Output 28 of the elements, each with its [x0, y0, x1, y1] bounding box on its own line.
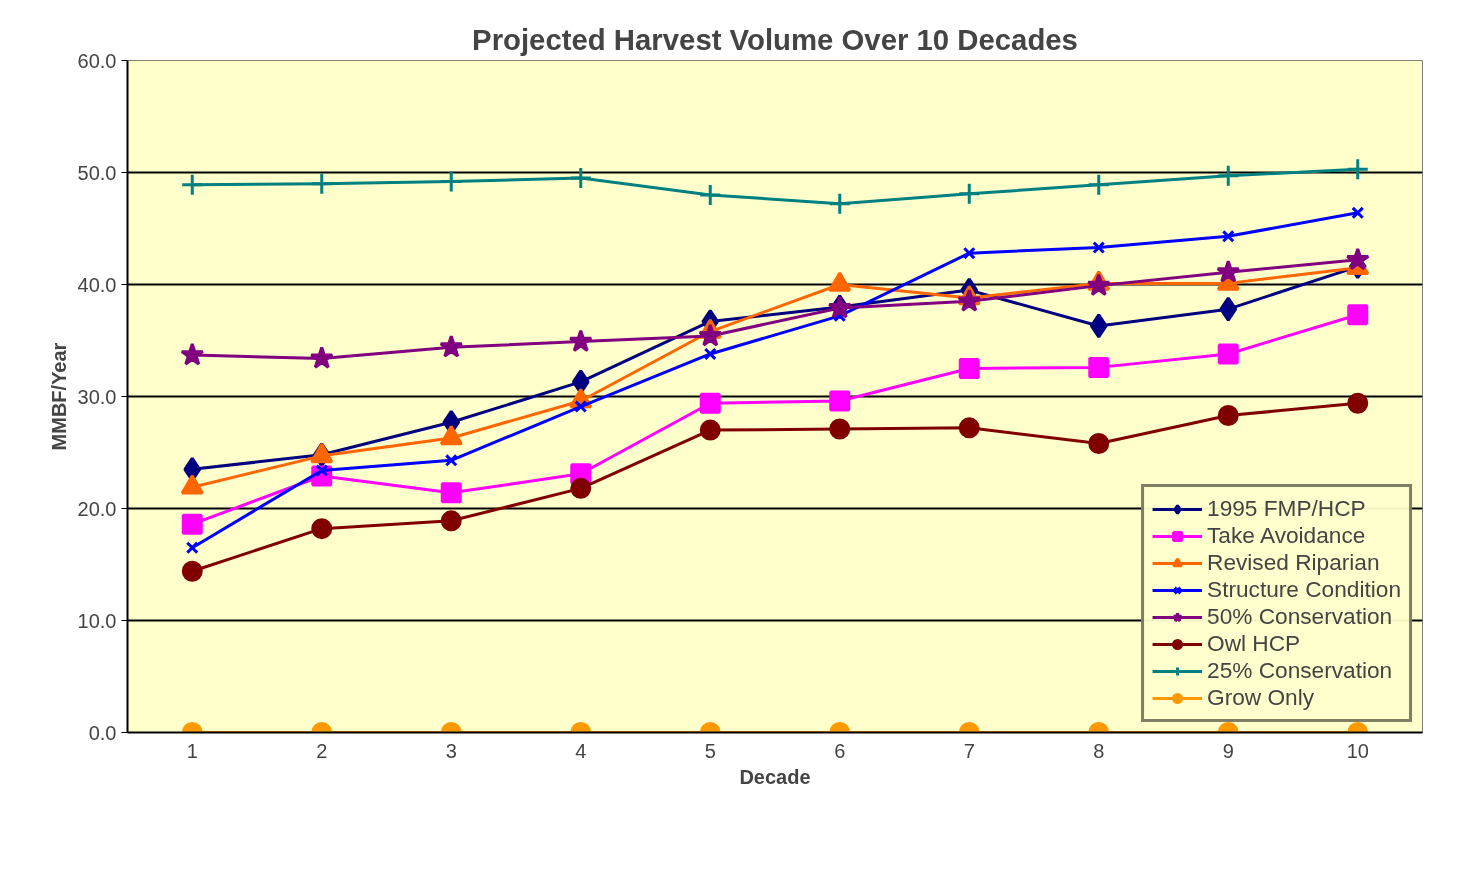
legend-label: Owl HCP	[1207, 630, 1301, 657]
x-tick-label: 5	[704, 739, 716, 762]
x-tick-label: 6	[834, 739, 846, 762]
y-tick-label: 10.0	[77, 609, 117, 632]
legend-label: 1995 FMP/HCP	[1207, 495, 1366, 522]
legend-label: Structure Condition	[1207, 576, 1401, 603]
chart-title: Projected Harvest Volume Over 10 Decades	[472, 22, 1078, 56]
x-tick-label: 4	[575, 739, 587, 762]
legend-label: 25% Conservation	[1207, 657, 1393, 684]
legend-label: Take Avoidance	[1207, 522, 1366, 549]
y-tick-label: 30.0	[77, 385, 117, 408]
legend-label: 50% Conservation	[1207, 603, 1393, 630]
x-tick-label: 8	[1093, 739, 1105, 762]
x-tick-label: 10	[1346, 739, 1369, 762]
y-axis-title: MMBF/Year	[47, 342, 70, 451]
legend-label: Grow Only	[1207, 684, 1315, 711]
x-axis-title: Decade	[739, 765, 811, 788]
y-tick-label: 0.0	[88, 721, 117, 744]
x-tick-label: 2	[316, 739, 328, 762]
x-tick-label: 7	[963, 739, 975, 762]
y-tick-label: 60.0	[77, 49, 117, 72]
y-tick-label: 50.0	[77, 161, 117, 184]
x-tick-label: 1	[186, 739, 198, 762]
y-tick-label: 20.0	[77, 497, 117, 520]
x-tick-label: 3	[445, 739, 457, 762]
y-tick-label: 40.0	[77, 273, 117, 296]
legend-label: Revised Riparian	[1207, 549, 1380, 576]
x-tick-label: 9	[1222, 739, 1234, 762]
